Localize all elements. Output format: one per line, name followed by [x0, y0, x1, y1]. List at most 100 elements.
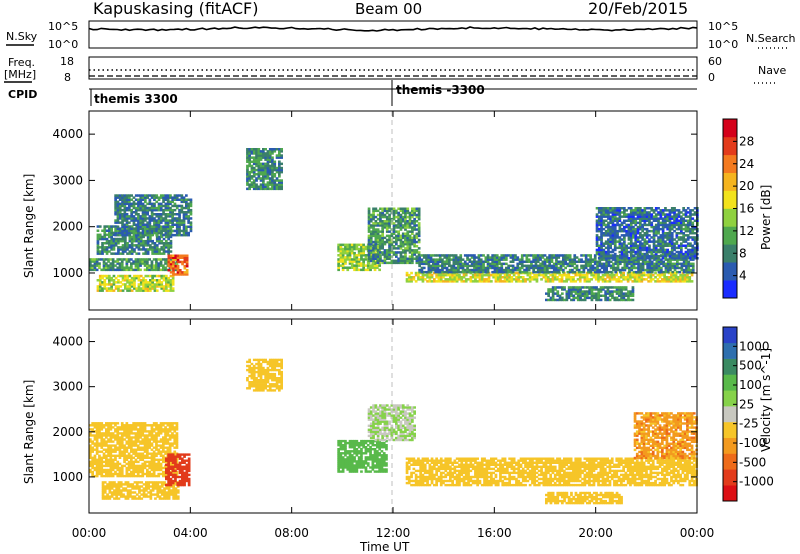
- heatmap-cell: [91, 424, 94, 427]
- heatmap-cell: [134, 213, 138, 216]
- heatmap-cell: [130, 262, 133, 265]
- heatmap-cell: [406, 249, 410, 252]
- heatmap-cell: [413, 217, 416, 221]
- heatmap-cell: [125, 194, 129, 197]
- heatmap-cell: [533, 273, 536, 277]
- heatmap-cell: [114, 219, 117, 222]
- heatmap-cell: [669, 258, 672, 261]
- heatmap-cell: [475, 270, 478, 274]
- heatmap-cell: [411, 228, 414, 231]
- heatmap-cell: [153, 274, 157, 278]
- heatmap-cell: [414, 280, 418, 283]
- heatmap-cell: [348, 256, 352, 259]
- heatmap-cell: [597, 290, 601, 293]
- heatmap-cell: [577, 268, 581, 272]
- heatmap-cell: [119, 239, 123, 243]
- heatmap-cell: [187, 198, 190, 201]
- heatmap-cell: [144, 227, 148, 230]
- heatmap-cell: [654, 213, 658, 216]
- heatmap-cell: [421, 280, 425, 283]
- heatmap-cell: [666, 234, 669, 237]
- heatmap-cell: [134, 198, 138, 201]
- heatmap-cell: [133, 276, 136, 280]
- heatmap-cell: [264, 168, 267, 172]
- heatmap-cell: [392, 224, 396, 227]
- heatmap-cell: [404, 217, 407, 221]
- heatmap-cell: [676, 260, 679, 263]
- heatmap-cell: [395, 209, 398, 213]
- heatmap-cell: [670, 280, 673, 283]
- heatmap-cell: [390, 242, 394, 246]
- heatmap-cell: [429, 268, 433, 272]
- heatmap-cell: [125, 233, 129, 237]
- heatmap-cell: [639, 223, 642, 227]
- heatmap-cell: [663, 276, 666, 279]
- heatmap-cell: [552, 270, 556, 274]
- heatmap-cell: [654, 209, 658, 212]
- heatmap-cell: [654, 271, 657, 275]
- heatmap-cell: [399, 240, 403, 244]
- heatmap-cell: [622, 298, 626, 302]
- heatmap-cell: [337, 264, 340, 267]
- heatmap-cell: [609, 217, 612, 220]
- heatmap-cell: [534, 266, 538, 270]
- heatmap-cell: [271, 179, 274, 182]
- heatmap-cell: [107, 438, 110, 441]
- heatmap-cell: [606, 296, 610, 300]
- heatmap-cell: [682, 260, 686, 263]
- heatmap-cell: [153, 194, 156, 197]
- heatmap-cell: [139, 219, 143, 222]
- heatmap-cell: [471, 273, 475, 277]
- heatmap-cell: [252, 183, 256, 186]
- heatmap-cell: [670, 246, 674, 250]
- heatmap-cell: [684, 238, 688, 241]
- heatmap-cell: [572, 280, 575, 283]
- heatmap-cell: [677, 257, 681, 260]
- heatmap-cell: [367, 234, 371, 238]
- heatmap-cell: [463, 268, 467, 272]
- heatmap-cell: [562, 260, 565, 263]
- heatmap-cell: [571, 270, 574, 274]
- heatmap-cell: [654, 229, 658, 233]
- heatmap-cell: [623, 244, 626, 247]
- heatmap-cell: [566, 270, 570, 274]
- heatmap-cell: [137, 229, 140, 233]
- heatmap-cell: [596, 266, 599, 270]
- heatmap-cell: [157, 221, 161, 224]
- heatmap-cell: [150, 266, 154, 269]
- heatmap-cell: [121, 215, 124, 218]
- heatmap-cell: [678, 270, 681, 274]
- heatmap-cell: [630, 256, 634, 259]
- heatmap-cell: [157, 206, 161, 210]
- heatmap-cell: [476, 273, 479, 277]
- heatmap-cell: [189, 227, 193, 231]
- heatmap-cell: [603, 258, 606, 261]
- heatmap-cell: [278, 154, 281, 157]
- heatmap-cell: [613, 296, 617, 300]
- heatmap-cell: [121, 221, 124, 224]
- heatmap-cell: [663, 273, 666, 277]
- heatmap-cell: [411, 249, 414, 252]
- heatmap-cell: [582, 270, 586, 274]
- heatmap-cell: [623, 252, 626, 256]
- heatmap-cell: [418, 268, 421, 272]
- heatmap-cell: [173, 217, 177, 220]
- heatmap-cell: [639, 219, 642, 222]
- heatmap-cell: [98, 462, 101, 466]
- heatmap-cell: [360, 268, 363, 272]
- heatmap-cell: [132, 260, 135, 263]
- heatmap-cell: [146, 239, 150, 243]
- heatmap-cell: [603, 270, 606, 274]
- heatmap-cell: [574, 288, 578, 291]
- heatmap-cell: [264, 164, 267, 168]
- heatmap-cell: [379, 251, 382, 254]
- heatmap-cell: [96, 233, 100, 237]
- heatmap-cell: [257, 166, 261, 170]
- heatmap-cell: [271, 175, 274, 178]
- heatmap-cell: [645, 240, 649, 243]
- heatmap-cell: [167, 229, 170, 232]
- heatmap-cell: [406, 207, 410, 210]
- heatmap-cell: [622, 296, 626, 300]
- heatmap-cell: [401, 217, 405, 221]
- heatmap-cell: [613, 213, 617, 216]
